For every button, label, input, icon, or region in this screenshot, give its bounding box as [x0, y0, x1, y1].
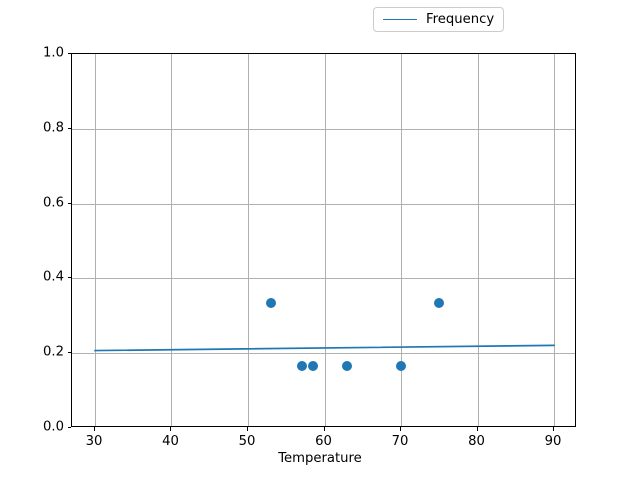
y-gridline: [72, 128, 575, 130]
x-tick: [400, 427, 401, 431]
x-tick-label: 30: [85, 434, 103, 449]
x-tick: [93, 427, 95, 431]
legend-label-frequency: Frequency: [426, 12, 495, 27]
x-gridline: [94, 54, 96, 426]
y-tick-label: 0.8: [43, 120, 64, 136]
x-tick: [553, 427, 555, 431]
y-tick-label: 0.0: [43, 419, 64, 435]
y-tick: [67, 427, 71, 428]
y-tick-label: 0.2: [43, 344, 64, 360]
x-gridline: [554, 54, 556, 426]
x-tick: [323, 427, 325, 431]
x-tick-label: 60: [315, 434, 332, 449]
x-tick-label: 40: [162, 434, 179, 449]
x-tick: [170, 427, 172, 431]
grid-layer: [72, 54, 575, 426]
y-gridline: [72, 203, 575, 205]
scatter-point: [265, 298, 276, 309]
legend-line-swatch: [383, 19, 417, 21]
y-gridline: [72, 353, 575, 355]
x-tick-label: 50: [238, 434, 256, 449]
x-tick-label: 70: [391, 434, 409, 449]
y-tick: [67, 53, 71, 54]
chart-legend: Frequency: [373, 7, 505, 33]
y-tick-label: 0.6: [43, 195, 64, 211]
x-tick-label: 90: [544, 434, 562, 449]
scatter-point: [308, 360, 319, 371]
x-gridline: [171, 54, 173, 426]
plot-axes: [71, 53, 576, 427]
y-tick-label: 1.0: [43, 45, 64, 61]
y-tick: [67, 202, 71, 204]
y-tick: [67, 277, 71, 279]
x-tick-label: 80: [468, 434, 485, 449]
x-gridline: [324, 54, 326, 426]
y-gridline: [72, 278, 575, 280]
x-gridline: [247, 54, 249, 426]
x-tick: [246, 427, 248, 431]
y-tick-label: 0.4: [43, 269, 64, 285]
y-tick: [67, 352, 71, 354]
x-axis-label: Temperature: [278, 451, 362, 466]
frequency-line: [94, 344, 555, 352]
y-tick: [67, 127, 71, 129]
x-tick: [476, 427, 478, 431]
scatter-point: [296, 360, 307, 371]
frequency-line-path: [94, 344, 555, 352]
x-gridline: [401, 54, 402, 426]
data-layer: [72, 54, 575, 426]
x-gridline: [477, 54, 479, 426]
scatter-point: [434, 298, 445, 309]
scatter-point: [396, 360, 406, 371]
scatter-point: [342, 360, 353, 371]
